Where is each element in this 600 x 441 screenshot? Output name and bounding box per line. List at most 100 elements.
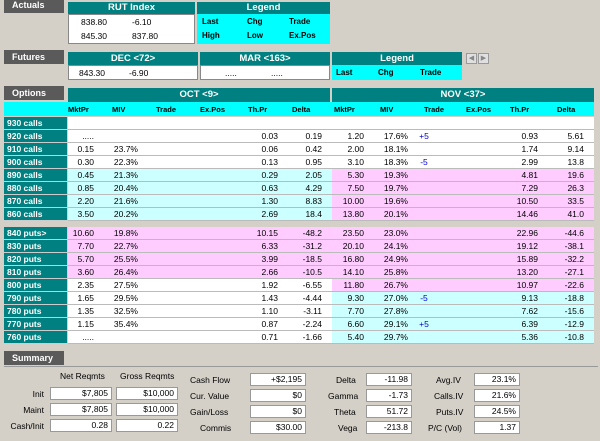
oct-mktpr-cell: ..... — [82, 131, 94, 141]
nov-trade-cell[interactable] — [404, 227, 444, 240]
oct-trade-cell[interactable] — [140, 143, 180, 156]
nov-trade-cell[interactable] — [404, 182, 444, 195]
calls-row[interactable]: 920 calls..... 1.20 17.6% +5 0.03 0.93 0.19 5.6… — [4, 130, 598, 143]
nov-delta-cell: -38.1 — [564, 241, 584, 251]
puts-row[interactable]: 800 puts 2.35 11.80 27.5% 26.7% 1.92 10.97 -6.5… — [4, 279, 598, 292]
oct-thpr-cell: 10.15 — [256, 228, 278, 238]
nov-expiry-title: NOV <37> — [332, 88, 594, 102]
oct-trade-cell[interactable] — [140, 292, 180, 305]
puts-row[interactable]: 770 puts 1.15 6.60 35.4% 29.1% +5 0.87 6.39 -2.2… — [4, 318, 598, 331]
oct-trade-cell[interactable] — [140, 156, 180, 169]
nov-mktpr-cell: 2.00 — [347, 144, 364, 154]
oct-trade-cell[interactable] — [140, 130, 180, 143]
calls-iv-value: 21.6% — [474, 389, 520, 402]
oct-trade-cell[interactable] — [140, 240, 180, 253]
puts-row[interactable]: 830 puts 7.70 20.10 22.7% 24.1% 6.33 19.12 -31.… — [4, 240, 598, 253]
nov-trade-cell[interactable] — [404, 331, 444, 344]
puts-row[interactable]: 760 puts..... 5.40 29.7% 0.71 5.36 -1.66 -10.8 — [4, 331, 598, 344]
calls-strike-label[interactable]: 860 calls — [4, 208, 67, 221]
calls-strike-label[interactable]: 870 calls — [4, 195, 67, 208]
puts-strike-label[interactable]: 810 puts — [4, 266, 67, 279]
calls-strike-label[interactable]: 920 calls — [4, 130, 67, 143]
oct-trade-cell[interactable] — [140, 169, 180, 182]
oct-trade-cell[interactable] — [140, 208, 180, 221]
oct-expos-cell — [186, 305, 226, 318]
puts-strike-label[interactable]: 800 puts — [4, 279, 67, 292]
nov-trade-cell[interactable] — [404, 305, 444, 318]
oct-thpr-cell: 2.69 — [261, 209, 278, 219]
oct-trade-cell[interactable] — [140, 227, 180, 240]
puts-row[interactable]: 790 puts 1.65 9.30 29.5% 27.0% -5 1.43 9.13 -4.4… — [4, 292, 598, 305]
nov-trade-cell[interactable] — [404, 253, 444, 266]
nov-delta-cell: 33.5 — [567, 196, 584, 206]
scroll-left-button[interactable]: ◀ — [466, 53, 477, 64]
futures-legend-title: Legend — [332, 52, 462, 65]
calls-row[interactable]: 900 calls 0.30 3.10 22.3% 18.3% -5 0.13 2.99 0.9… — [4, 156, 598, 169]
calls-row[interactable]: 910 calls 0.15 2.00 23.7% 18.1% 0.06 1.74 0.42 9… — [4, 143, 598, 156]
puts-strike-label[interactable]: 820 puts — [4, 253, 67, 266]
nov-trade-cell[interactable] — [404, 143, 444, 156]
oct-trade-cell[interactable] — [140, 117, 180, 130]
pc-vol-label: P/C (Vol) — [428, 423, 463, 433]
oct-trade-cell[interactable] — [140, 318, 180, 331]
oct-trade-cell[interactable] — [140, 266, 180, 279]
nov-cell-bg — [332, 253, 594, 266]
nov-delta-cell: 13.8 — [567, 157, 584, 167]
oct-trade-cell[interactable] — [140, 195, 180, 208]
puts-row[interactable]: 810 puts 3.60 14.10 26.4% 25.8% 2.66 13.20 -10.… — [4, 266, 598, 279]
oct-trade-cell[interactable] — [140, 182, 180, 195]
gamma-value: -1.73 — [366, 389, 412, 402]
puts-strike-label[interactable]: 840 puts> — [4, 227, 67, 240]
nov-trade-cell[interactable]: +5 — [419, 131, 429, 141]
nov-miv-cell: 27.0% — [383, 293, 408, 303]
calls-strike-label[interactable]: 910 calls — [4, 143, 67, 156]
calls-strike-label[interactable]: 930 calls — [4, 117, 67, 130]
puts-strike-label[interactable]: 760 puts — [4, 331, 67, 344]
oct-expos-cell — [186, 331, 226, 344]
nov-miv-cell: 26.7% — [383, 280, 408, 290]
puts-row[interactable]: 820 puts 5.70 16.80 25.5% 24.9% 3.99 15.89 -18.… — [4, 253, 598, 266]
oct-delta-cell: -4.44 — [302, 293, 322, 303]
nov-trade-cell[interactable] — [404, 266, 444, 279]
nov-trade-cell[interactable] — [404, 279, 444, 292]
calls-row[interactable]: 930 calls — [4, 117, 598, 130]
nov-trade-cell[interactable] — [404, 208, 444, 221]
nov-thpr-cell: 13.20 — [516, 267, 538, 277]
scroll-right-button[interactable]: ▶ — [478, 53, 489, 64]
calls-strike-label[interactable]: 880 calls — [4, 182, 67, 195]
calls-row[interactable]: 890 calls 0.45 5.30 21.3% 19.3% 0.29 4.81 2.05 1… — [4, 169, 598, 182]
puts-row[interactable]: 840 puts> 10.60 23.50 19.8% 23.0% 10.15 22.96 -… — [4, 227, 598, 240]
nov-trade-cell[interactable]: -5 — [420, 293, 428, 303]
puts-strike-label[interactable]: 830 puts — [4, 240, 67, 253]
theta-value: 51.72 — [366, 405, 412, 418]
nov-miv-cell: 23.0% — [383, 228, 408, 238]
oct-expos-cell — [186, 240, 226, 253]
nov-trade-cell[interactable]: -5 — [420, 157, 428, 167]
puts-strike-label[interactable]: 790 puts — [4, 292, 67, 305]
puts-strike-label[interactable]: 770 puts — [4, 318, 67, 331]
oct-mktpr-cell: 0.15 — [77, 144, 94, 154]
nov-trade-cell[interactable] — [404, 195, 444, 208]
nov-trade-cell[interactable] — [404, 240, 444, 253]
calls-row[interactable]: 870 calls 2.20 10.00 21.6% 19.6% 1.30 10.50 8.8… — [4, 195, 598, 208]
puts-row[interactable]: 780 puts 1.35 7.70 32.5% 27.8% 1.10 7.62 -3.11 -… — [4, 305, 598, 318]
calls-row[interactable]: 880 calls 0.85 7.50 20.4% 19.7% 0.63 7.29 4.29 2… — [4, 182, 598, 195]
nov-trade-cell[interactable] — [404, 169, 444, 182]
calls-strike-label[interactable]: 890 calls — [4, 169, 67, 182]
nov-expos-cell — [452, 279, 492, 292]
oct-trade-cell[interactable] — [140, 331, 180, 344]
nov-trade-cell[interactable]: +5 — [419, 319, 429, 329]
oct-trade-cell[interactable] — [140, 253, 180, 266]
nov-expos-cell — [452, 117, 492, 130]
nov-miv-cell: 24.9% — [383, 254, 408, 264]
puts-strike-label[interactable]: 780 puts — [4, 305, 67, 318]
calls-row[interactable]: 860 calls 3.50 13.80 20.2% 20.1% 2.69 14.46 18.… — [4, 208, 598, 221]
oct-trade-cell[interactable] — [140, 305, 180, 318]
nov-mktpr-cell: 6.60 — [347, 319, 364, 329]
oct-thpr-cell: 1.43 — [261, 293, 278, 303]
nov-miv-cell: 19.3% — [383, 170, 408, 180]
calls-strike-label[interactable]: 900 calls — [4, 156, 67, 169]
oct-cell-bg — [68, 130, 332, 143]
nov-trade-cell[interactable] — [404, 117, 444, 130]
oct-trade-cell[interactable] — [140, 279, 180, 292]
